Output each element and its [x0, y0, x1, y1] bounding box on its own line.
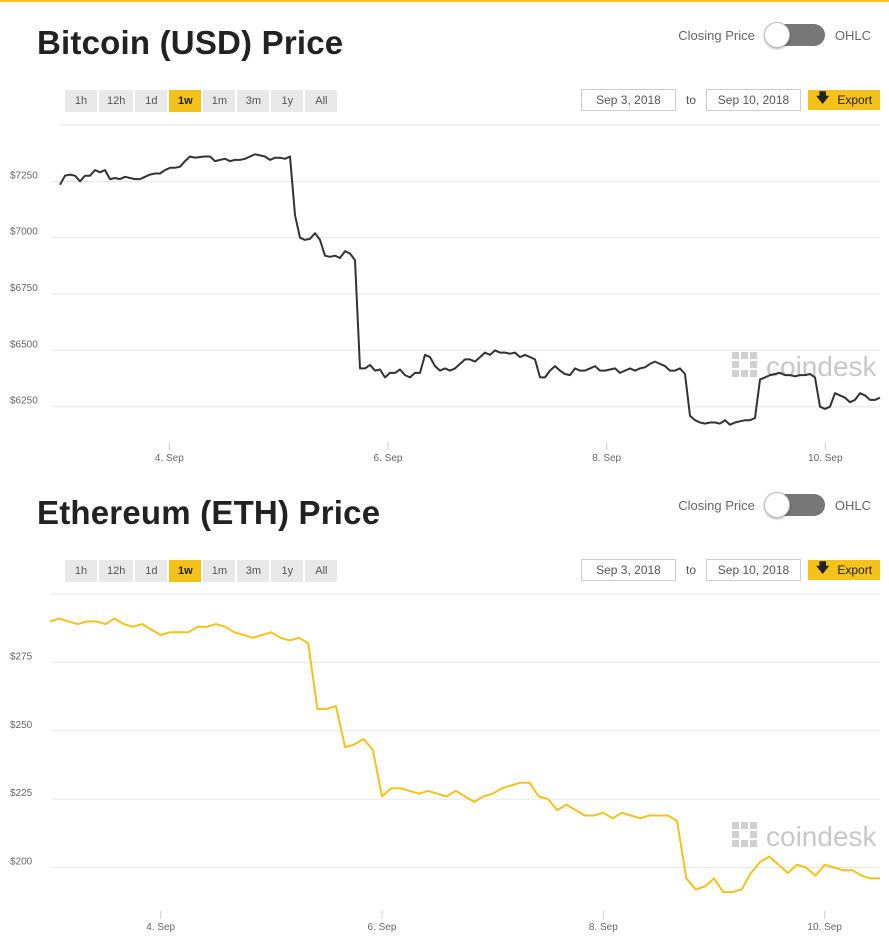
- ohlc-toggle[interactable]: [763, 22, 825, 48]
- closing-price-label: Closing Price: [678, 27, 755, 43]
- watermark-logo-icon: [732, 840, 739, 847]
- chart-title: Ethereum (ETH) Price: [37, 494, 381, 531]
- btc-price-chart: $6250 $6500 $6750 $7000 $7250 4. Sep 6. Sep 8. …: [10, 124, 881, 464]
- range-3m-button[interactable]: 3m: [237, 90, 270, 112]
- price-mode-toggle-group: Closing Price OHLC: [678, 492, 871, 518]
- to-label: to: [685, 563, 696, 577]
- ohlc-label: OHLC: [834, 497, 871, 513]
- top-accent-line: [0, 0, 889, 2]
- x-tick-label: 6. Sep: [368, 922, 397, 933]
- price-mode-toggle-group: Closing Price OHLC: [678, 22, 871, 48]
- x-tick-label: 10. Sep: [807, 922, 842, 933]
- export-button[interactable]: 🡇 Export: [808, 560, 880, 580]
- x-tick-label: 4. Sep: [146, 922, 175, 933]
- range-1m-button[interactable]: 1m: [203, 90, 236, 112]
- range-selector: 1h 12h 1d 1w 1m 3m 1y All: [65, 560, 338, 582]
- watermark-logo-icon: [750, 831, 757, 838]
- y-tick-label: $225: [10, 788, 33, 799]
- range-12h-button[interactable]: 12h: [99, 560, 134, 582]
- range-1w-button[interactable]: 1w: [169, 560, 202, 582]
- watermark-logo-icon: [741, 822, 748, 829]
- range-1h-button[interactable]: 1h: [65, 90, 97, 112]
- coindesk-watermark: coindesk: [732, 351, 878, 382]
- btc-panel: Bitcoin (USD) Price Closing Price OHLC 1…: [0, 0, 889, 472]
- y-tick-label: $6250: [10, 396, 38, 407]
- ohlc-toggle[interactable]: [763, 492, 825, 518]
- export-label: Export: [837, 563, 873, 577]
- price-series-line: [49, 617, 880, 894]
- range-1y-button[interactable]: 1y: [271, 560, 304, 582]
- watermark-logo-icon: [732, 361, 739, 368]
- range-all-button[interactable]: All: [305, 560, 338, 582]
- watermark-logo-icon: [750, 370, 757, 377]
- date-to-input[interactable]: [706, 89, 801, 111]
- range-12h-button[interactable]: 12h: [99, 90, 134, 112]
- watermark-logo-icon: [741, 840, 748, 847]
- date-to-input[interactable]: [706, 559, 801, 581]
- ohlc-label: OHLC: [834, 27, 871, 43]
- export-label: Export: [837, 93, 873, 107]
- eth-panel: Ethereum (ETH) Price Closing Price OHLC …: [0, 470, 889, 942]
- watermark-logo-icon: [732, 831, 739, 838]
- range-1h-button[interactable]: 1h: [65, 560, 97, 582]
- y-tick-label: $7250: [10, 170, 38, 181]
- to-label: to: [685, 93, 696, 107]
- x-tick-label: 8. Sep: [589, 922, 618, 933]
- watermark-logo-icon: [732, 352, 739, 359]
- date-from-input[interactable]: [581, 89, 676, 111]
- range-1d-button[interactable]: 1d: [135, 90, 168, 112]
- date-range: to 🡇 Export: [581, 559, 880, 581]
- watermark-logo-icon: [750, 352, 757, 359]
- range-3m-button[interactable]: 3m: [237, 560, 270, 582]
- y-tick-label: $250: [10, 720, 33, 731]
- watermark-logo-icon: [750, 822, 757, 829]
- toggle-knob[interactable]: [763, 22, 790, 48]
- download-arrow-icon: 🡇: [815, 90, 830, 105]
- range-1m-button[interactable]: 1m: [203, 560, 236, 582]
- watermark-text: coindesk: [766, 821, 878, 852]
- range-selector: 1h 12h 1d 1w 1m 3m 1y All: [65, 90, 338, 112]
- y-tick-label: $6500: [10, 339, 38, 350]
- watermark-logo-icon: [741, 370, 748, 377]
- chart-title: Bitcoin (USD) Price: [37, 24, 344, 61]
- y-tick-label: $275: [10, 651, 33, 662]
- x-tick-label: 10. Sep: [808, 453, 843, 464]
- watermark-logo-icon: [732, 822, 739, 829]
- date-from-input[interactable]: [581, 559, 676, 581]
- download-arrow-icon: 🡇: [815, 560, 830, 575]
- watermark-logo-icon: [750, 361, 757, 368]
- range-1d-button[interactable]: 1d: [135, 560, 168, 582]
- range-1w-button[interactable]: 1w: [169, 90, 202, 112]
- date-range: to 🡇 Export: [581, 89, 880, 111]
- range-1y-button[interactable]: 1y: [271, 90, 304, 112]
- closing-price-label: Closing Price: [678, 497, 755, 513]
- price-series-line: [59, 153, 881, 426]
- y-tick-label: $6750: [10, 283, 38, 294]
- export-button[interactable]: 🡇 Export: [808, 90, 880, 110]
- watermark-text: coindesk: [766, 351, 878, 382]
- watermark-logo-icon: [741, 352, 748, 359]
- coindesk-watermark: coindesk: [732, 821, 878, 852]
- range-all-button[interactable]: All: [305, 90, 338, 112]
- toggle-knob[interactable]: [763, 492, 790, 518]
- y-tick-label: $7000: [10, 227, 38, 238]
- x-tick-label: 6. Sep: [374, 453, 403, 464]
- x-tick-label: 8. Sep: [592, 453, 621, 464]
- watermark-logo-icon: [750, 840, 757, 847]
- watermark-logo-icon: [732, 370, 739, 377]
- eth-price-chart: $200 $225 $250 $275 4. Sep 6. Sep 8. Sep 10. Se…: [10, 593, 880, 933]
- y-tick-label: $200: [10, 857, 33, 868]
- x-tick-label: 4. Sep: [155, 453, 184, 464]
